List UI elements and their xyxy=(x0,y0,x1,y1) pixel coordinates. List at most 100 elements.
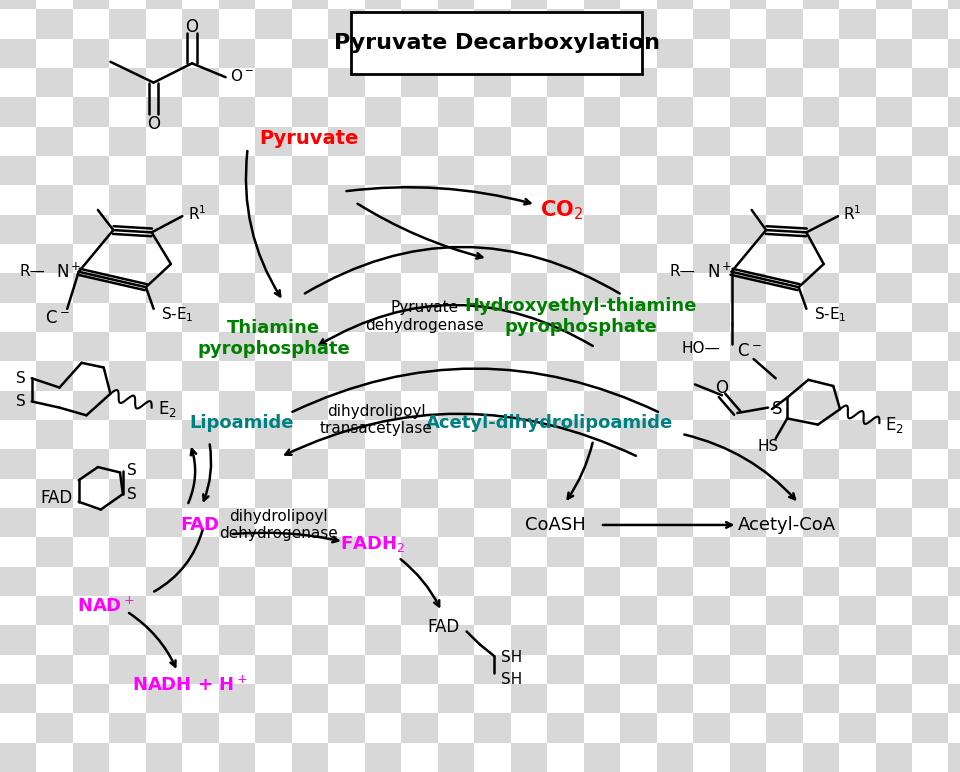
Bar xyxy=(328,537,365,567)
Bar xyxy=(511,215,547,244)
Bar xyxy=(766,244,803,273)
Bar xyxy=(109,244,146,273)
Bar xyxy=(474,244,511,273)
Text: NADH + H$^+$: NADH + H$^+$ xyxy=(132,676,248,695)
Bar xyxy=(876,97,912,127)
Bar xyxy=(693,684,730,713)
Bar xyxy=(839,567,876,596)
Bar xyxy=(803,303,839,332)
Text: dihydrolipoyl
transacetylase: dihydrolipoyl transacetylase xyxy=(320,404,433,436)
Bar xyxy=(401,625,438,655)
Bar xyxy=(912,273,948,303)
Bar xyxy=(511,185,547,215)
Bar xyxy=(365,479,401,508)
Bar xyxy=(255,332,292,361)
Bar xyxy=(146,68,182,97)
Bar xyxy=(584,244,620,273)
Bar xyxy=(730,420,766,449)
Bar xyxy=(948,244,960,273)
Bar xyxy=(948,273,960,303)
Bar xyxy=(365,391,401,420)
Bar xyxy=(766,596,803,625)
Bar xyxy=(292,303,328,332)
Bar xyxy=(511,244,547,273)
Bar xyxy=(0,449,36,479)
Bar xyxy=(73,68,109,97)
Bar xyxy=(584,273,620,303)
Bar xyxy=(839,655,876,684)
Bar xyxy=(766,684,803,713)
Bar xyxy=(438,508,474,537)
Bar xyxy=(912,185,948,215)
Bar xyxy=(948,97,960,127)
Bar xyxy=(657,361,693,391)
Bar xyxy=(876,361,912,391)
Bar xyxy=(693,449,730,479)
Bar xyxy=(730,361,766,391)
Bar xyxy=(584,567,620,596)
Bar xyxy=(766,420,803,449)
Bar xyxy=(109,303,146,332)
Bar xyxy=(182,97,219,127)
Bar xyxy=(73,596,109,625)
Bar xyxy=(803,420,839,449)
Bar xyxy=(547,39,584,68)
Bar xyxy=(36,655,73,684)
Bar xyxy=(657,156,693,185)
Bar xyxy=(328,68,365,97)
Bar xyxy=(0,743,36,772)
Bar xyxy=(584,303,620,332)
Bar xyxy=(182,391,219,420)
Bar xyxy=(948,215,960,244)
Bar xyxy=(657,537,693,567)
Bar xyxy=(365,361,401,391)
Bar xyxy=(73,273,109,303)
Bar xyxy=(182,625,219,655)
Bar xyxy=(948,39,960,68)
Bar xyxy=(584,449,620,479)
Bar xyxy=(948,68,960,97)
Bar xyxy=(839,185,876,215)
Bar xyxy=(730,596,766,625)
Bar xyxy=(657,713,693,743)
Bar xyxy=(365,332,401,361)
Bar xyxy=(255,684,292,713)
Bar xyxy=(803,596,839,625)
Bar xyxy=(803,185,839,215)
Bar xyxy=(803,332,839,361)
Bar xyxy=(730,185,766,215)
Bar xyxy=(109,655,146,684)
Bar xyxy=(365,743,401,772)
Bar xyxy=(109,156,146,185)
Bar xyxy=(438,39,474,68)
Bar xyxy=(657,596,693,625)
Bar xyxy=(146,625,182,655)
Bar xyxy=(73,391,109,420)
Bar xyxy=(73,420,109,449)
Bar xyxy=(474,537,511,567)
Bar xyxy=(547,479,584,508)
Bar xyxy=(657,39,693,68)
Bar xyxy=(474,625,511,655)
Bar xyxy=(876,0,912,9)
Bar xyxy=(438,332,474,361)
Bar xyxy=(328,449,365,479)
Bar xyxy=(803,156,839,185)
Bar xyxy=(803,97,839,127)
Bar xyxy=(766,9,803,39)
Bar xyxy=(876,332,912,361)
Bar xyxy=(401,596,438,625)
Bar xyxy=(584,479,620,508)
Bar xyxy=(474,156,511,185)
Bar xyxy=(547,215,584,244)
Bar xyxy=(766,332,803,361)
Bar xyxy=(36,332,73,361)
Text: SH: SH xyxy=(501,650,522,665)
Bar xyxy=(73,537,109,567)
Bar xyxy=(328,684,365,713)
Bar xyxy=(584,156,620,185)
Bar xyxy=(584,39,620,68)
Bar xyxy=(803,9,839,39)
Bar xyxy=(182,537,219,567)
Bar xyxy=(401,567,438,596)
